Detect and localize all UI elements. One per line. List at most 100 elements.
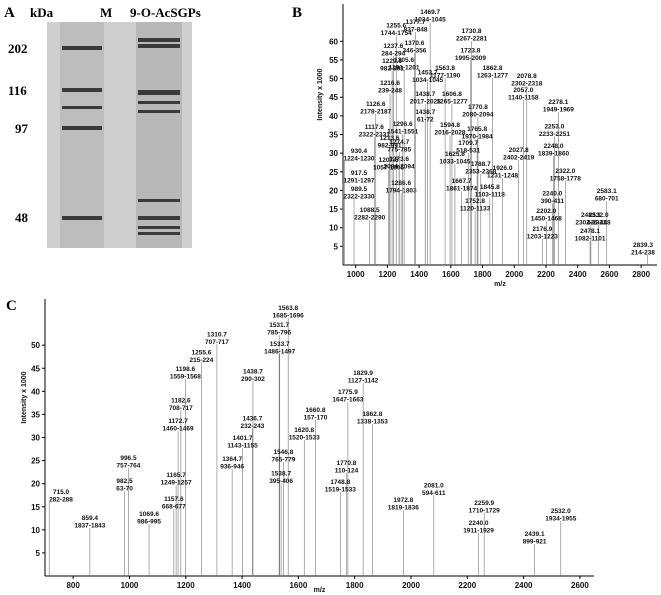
x-tick-label: 1600 [442,270,460,279]
peak-range: 1191-1201 [389,64,420,71]
panel-label: C [6,298,17,314]
peak-annotation: 2583.1 680-701 [595,188,619,203]
peak-annotation: 930.4 1224-1230 [343,148,374,163]
peak-range: 2302-2318 [511,80,542,87]
peak-annotation: 1594.8 2016-2028 [434,122,465,136]
peak-mz: 1845.8 [480,184,500,191]
peak-mz: 1829.9 [353,370,373,377]
peak-mz: 2240.0 [542,190,562,197]
band [62,216,102,220]
peak-range: 1103-1118 [475,192,505,199]
y-tick-label: 50 [31,341,40,350]
peak-range: 518-531 [456,148,480,155]
peak-annotation: 1709.7 518-531 [456,140,480,155]
peak-mz: 1377.7 [406,19,426,26]
peak-mz: 1310.7 [207,331,227,338]
peak-annotation: 1069.6 986-995 [137,511,161,526]
peak-mz: 1770.8 [337,460,357,467]
peak-mz: 1438.7 [415,109,435,116]
y-tick-label: 15 [31,503,40,512]
panel-label: A [4,5,15,21]
peak-annotation: 1563.8 1177-1190 [430,65,461,80]
peak-range: 110-124 [335,468,359,475]
peak-range: 1291-1297 [343,177,374,184]
x-tick-label: 1800 [474,270,492,279]
y-tick-label: 45 [329,93,338,102]
peak-mz: 982.5 [116,478,133,485]
peak-range: 757-764 [117,463,141,470]
y-tick-label: 20 [329,186,338,195]
lane [136,22,182,248]
peak-mz: 859.4 [82,515,99,522]
peak-range: 1034-1045 [412,77,443,84]
peak-annotation: 1453.7 1034-1045 [412,69,443,84]
x-tick-label: 2400 [515,581,533,590]
peak-range: 1758-1778 [550,176,581,183]
y-tick-label: 55 [329,56,338,65]
band [138,226,180,229]
y-tick-label: 45 [31,364,40,373]
x-tick-label: 800 [66,581,80,590]
peak-mz: 2027.8 [509,147,529,154]
y-tick-label: 25 [31,457,40,466]
peak-mz: 989.5 [351,186,368,193]
peak-annotation: 1401.7 1143-1155 [227,435,258,450]
peak-annotation: 1862.8 1338-1353 [357,411,388,426]
peak-mz: 1620.8 [294,427,314,434]
x-tick-label: 2000 [505,270,523,279]
peak-range: 708-717 [169,405,193,412]
peak-annotation: 989.5 2322-2330 [343,186,374,201]
peak-mz: 1723.8 [461,47,481,54]
peak-mz: 2839.3 [633,242,653,249]
peak-annotation: 982.5 63-70 [116,478,133,493]
peak-range: 426-448 [587,220,611,227]
peak-annotation: 2176.9 1203-1223 [527,226,558,241]
band [138,90,180,95]
peak-annotation: 2081.0 594-611 [422,482,446,497]
peak-annotation: 1172.7 1460-1469 [163,418,194,433]
peak-range: 2322-2330 [343,193,374,200]
marker-label: 116 [8,83,27,98]
peak-range: 390-411 [541,198,565,205]
x-tick-label: 2600 [601,270,619,279]
peak-range: 1486-1497 [264,349,295,356]
peak-annotation: 917.5 1291-1297 [343,170,374,185]
peak-range: 1970-1984 [462,133,493,140]
peak-range: 1338-1353 [357,419,388,426]
peak-range: 2322-2331 [359,132,390,139]
peak-mz: 2532.0 [551,508,571,515]
peak-mz: 715.0 [53,489,70,496]
peak-mz: 1237.6 [383,43,403,50]
peak-range: 1057-1065 [373,164,404,171]
peak-range: 936-946 [220,463,244,470]
peak-range: 1794-1803 [386,187,417,194]
peak-annotation: 1730.8 2267-2281 [456,28,487,43]
y-tick-label: 50 [329,75,338,84]
marker-label: 48 [15,210,29,225]
y-tick-label: 30 [329,149,338,158]
peak-annotation: 1546.8 765-779 [271,449,295,464]
x-tick-label: 2600 [571,581,589,590]
peak-range: 1033-1045 [439,158,470,165]
peak-annotation: 1723.8 1995-2009 [455,47,486,62]
unit-label: kDa [30,5,54,20]
x-axis-label: m/z [314,587,326,594]
peak-mz: 1531.7 [269,322,289,329]
peak-annotation: 1377.7 837-848 [404,19,428,33]
peak-mz: 2253.0 [544,123,564,130]
lane-label: 9-O-AcSGPs [130,5,201,20]
peak-range: 707-717 [205,339,229,346]
peak-mz: 2057.0 [513,87,533,94]
x-axis-label: m/z [494,281,506,288]
peak-range: 61-72 [417,117,434,124]
peak-mz: 2259.9 [474,500,494,507]
peak-annotation: 2278.1 1949-1969 [543,99,574,114]
peak-mz: 1436.7 [242,415,262,422]
peak-annotation: 1788.7 2353-2368 [465,161,496,176]
band [138,44,180,48]
peak-range: 2016-2028 [434,130,465,137]
peak-annotation: 1660.8 157-170 [304,407,328,422]
peak-mz: 1438.7 [415,91,435,98]
peak-mz: 930.4 [351,148,368,155]
